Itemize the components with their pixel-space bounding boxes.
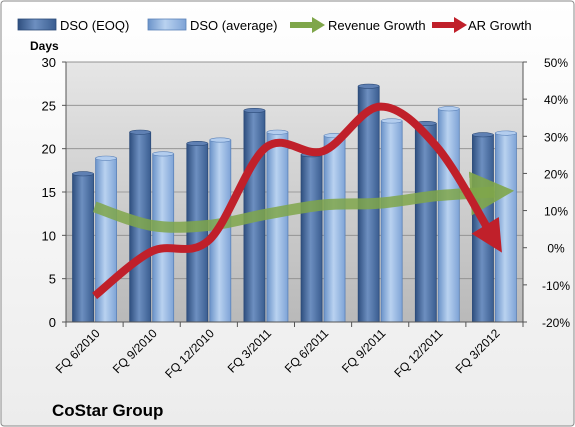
revenue-growth-line — [92, 171, 515, 233]
legend-item: DSO (average) — [147, 18, 277, 33]
y2-tick-label: -20% — [542, 316, 570, 330]
legend-swatch — [147, 18, 187, 31]
bar-dso-average — [495, 130, 517, 323]
legend-label: Revenue Growth — [328, 18, 426, 33]
bar-dso-eoq — [72, 171, 94, 323]
y-tick-label: 20 — [42, 142, 56, 157]
line-series — [92, 102, 515, 300]
bar-dso-average — [323, 133, 346, 323]
legend-item: AR Growth — [432, 17, 532, 33]
y2-tick-label: 50% — [544, 56, 568, 70]
y-tick-label: 5 — [49, 272, 56, 287]
bar-dso-average — [437, 106, 460, 323]
bar-dso-eoq — [300, 152, 323, 323]
bar-dso-eoq — [414, 121, 437, 323]
y2-tick-label: 0% — [547, 242, 565, 256]
bar-dso-average — [380, 118, 403, 323]
legend: DSO (EOQ) DSO (average) Revenue Growth AR G… — [17, 17, 532, 33]
legend-label: DSO (average) — [190, 18, 277, 33]
bar-dso-eoq — [186, 140, 209, 323]
legend-label: AR Growth — [468, 18, 532, 33]
y-axis-label: Days — [30, 39, 59, 53]
y-tick-label: 0 — [49, 315, 56, 330]
y-tick-label: 10 — [42, 228, 56, 243]
y-tick-label: 25 — [42, 98, 56, 113]
y2-tick-label: 30% — [544, 130, 568, 144]
bar-dso-average — [266, 129, 289, 323]
y2-tick-label: 20% — [544, 167, 568, 181]
y-tick-label: 15 — [42, 185, 56, 200]
chart-title: CoStar Group — [52, 401, 163, 420]
legend-item: DSO (EOQ) — [17, 18, 129, 33]
ar-growth-line — [92, 102, 502, 300]
bar-dso-average — [152, 151, 175, 323]
y2-tick-label: 40% — [544, 93, 568, 107]
y2-tick-label: 10% — [544, 205, 568, 219]
legend-swatch — [17, 18, 57, 31]
y-tick-label: 30 — [42, 55, 56, 70]
legend-label: DSO (EOQ) — [60, 18, 129, 33]
legend-item: Revenue Growth — [290, 17, 426, 33]
y2-tick-label: -10% — [542, 279, 570, 293]
